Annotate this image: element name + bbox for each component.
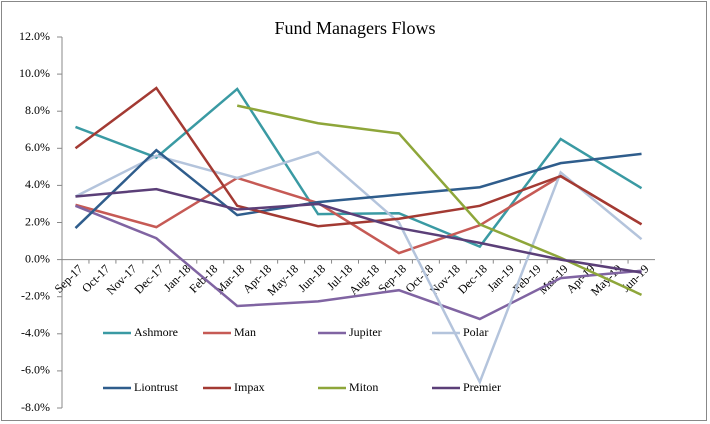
- legend-label: Polar: [463, 325, 488, 339]
- y-tick-label: 8.0%: [25, 103, 50, 117]
- y-tick-label: 2.0%: [25, 214, 50, 228]
- legend-label: Impax: [234, 380, 265, 394]
- y-tick-label: -8.0%: [21, 400, 50, 414]
- y-tick-label: 10.0%: [19, 66, 50, 80]
- legend-label: Premier: [463, 380, 501, 394]
- y-tick-label: 12.0%: [19, 29, 50, 43]
- series-line: [75, 174, 643, 255]
- legend-label: Ashmore: [134, 325, 178, 339]
- series-line: [74, 148, 642, 229]
- y-tick-label: 6.0%: [25, 140, 50, 154]
- series-line: [75, 87, 643, 249]
- series-line: [75, 204, 642, 321]
- y-tick-label: 0.0%: [25, 251, 50, 265]
- legend-label: Man: [234, 325, 256, 339]
- legend-label: Liontrust: [134, 380, 179, 394]
- legend-label: Jupiter: [349, 325, 382, 339]
- legend-label: Miton: [349, 380, 378, 394]
- series-line: [236, 104, 643, 296]
- series-line: [75, 187, 642, 274]
- series-line: [74, 86, 643, 228]
- y-tick-label: 4.0%: [25, 177, 50, 191]
- y-tick-label: -4.0%: [21, 326, 50, 340]
- y-tick-label: -2.0%: [21, 288, 50, 302]
- chart-title: Fund Managers Flows: [275, 18, 436, 38]
- y-tick-label: -6.0%: [21, 363, 50, 377]
